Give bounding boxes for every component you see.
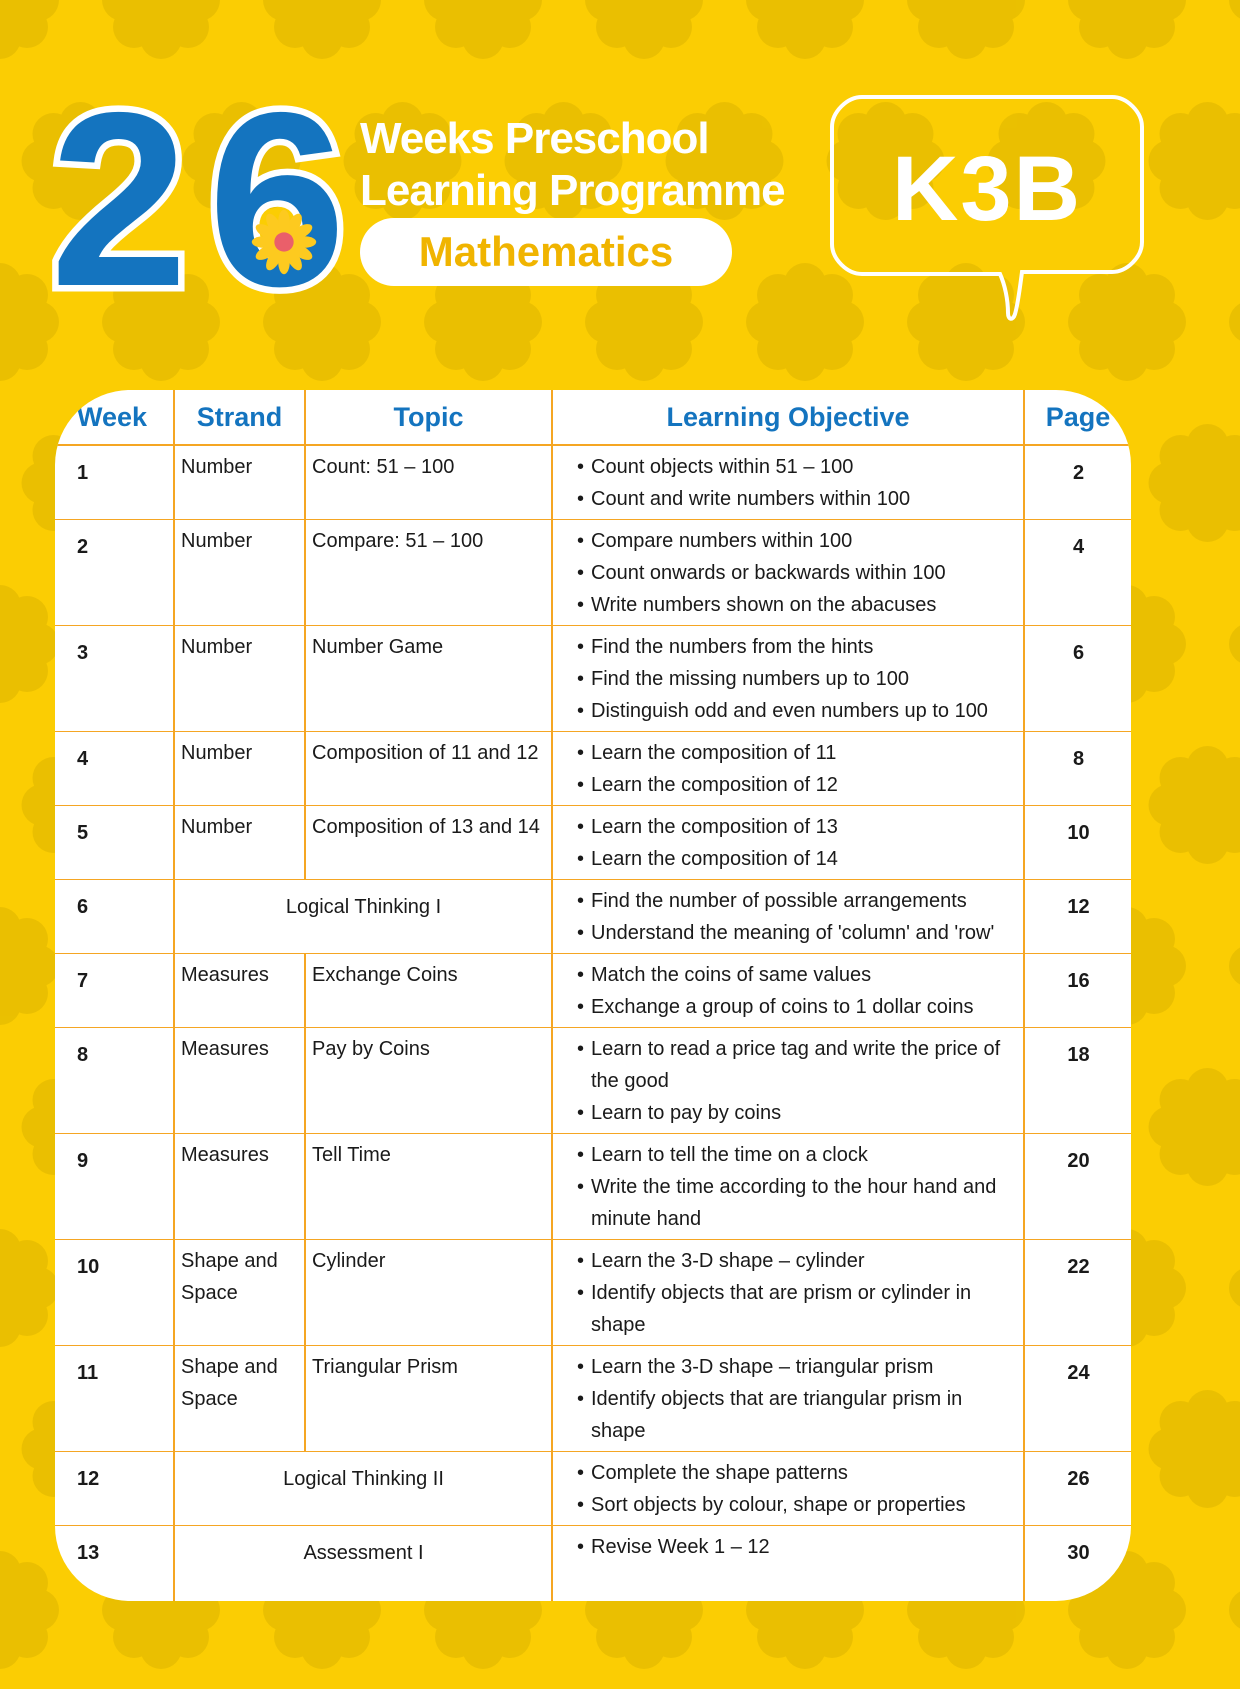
svg-text:26: 26: [50, 60, 366, 338]
svg-text:K3B: K3B: [892, 138, 1082, 240]
